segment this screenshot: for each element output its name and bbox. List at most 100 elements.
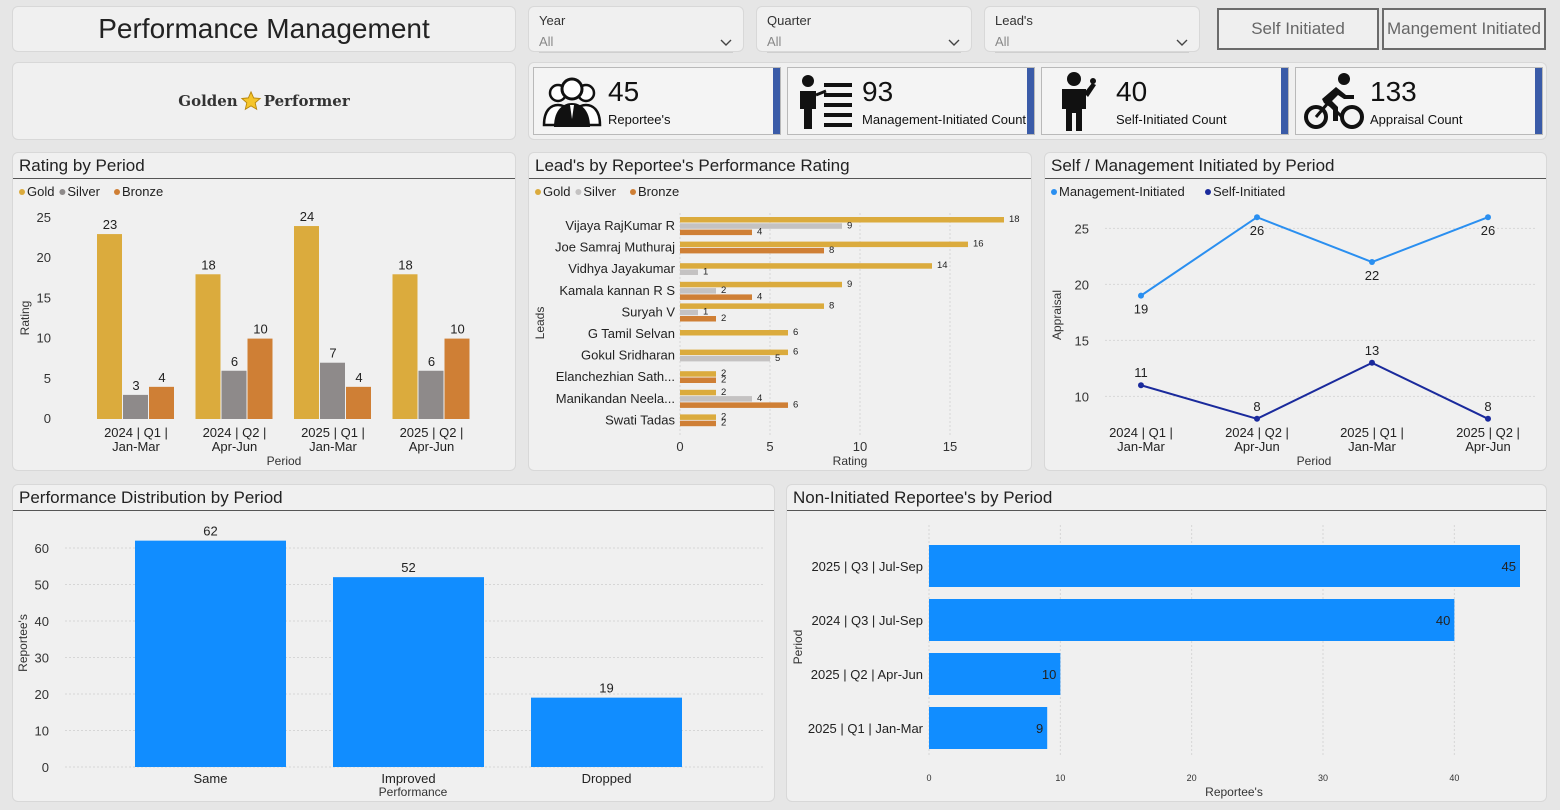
data-label: 18	[201, 257, 215, 272]
y-tick-label: 2024 | Q3 | Jul-Sep	[811, 613, 923, 628]
legend-marker	[575, 189, 582, 195]
initiated-by-period-panel: Self / Management Initiated by Period Ma…	[1044, 152, 1547, 471]
y-tick-label: 15	[1075, 333, 1089, 348]
bar	[680, 371, 716, 377]
chevron-down-icon[interactable]	[719, 35, 733, 49]
leads-filter-value: All	[995, 34, 1010, 49]
kpi-management-initiated-value: 93	[862, 75, 894, 107]
cyclist-icon	[1304, 73, 1364, 129]
data-point	[1254, 214, 1260, 221]
data-label: 26	[1250, 223, 1264, 238]
chevron-down-icon[interactable]	[1175, 35, 1189, 49]
data-label: 19	[599, 681, 613, 696]
year-filter[interactable]: Year All	[528, 6, 744, 53]
quarter-filter[interactable]: Quarter All	[756, 6, 972, 53]
y-tick-label: 25	[1075, 221, 1089, 236]
non-initiated-chart: 0 10 20 30 40 Reportee's Period 45 2025 | Q3 | J…	[791, 525, 1520, 799]
x-tick-label: Apr-Jun	[1234, 439, 1280, 454]
series-line	[1140, 216, 1489, 297]
legend-marker	[630, 189, 636, 195]
kpi-self-initiated-value: 40	[1116, 75, 1148, 107]
team-icon	[542, 77, 602, 127]
data-label: 4	[355, 370, 362, 385]
bar	[929, 653, 1061, 695]
bar	[680, 217, 1004, 223]
data-label: 13	[1365, 343, 1379, 358]
chevron-down-icon[interactable]	[947, 35, 961, 49]
legend-label: Silver	[67, 184, 100, 199]
bar	[680, 288, 716, 294]
leads-filter-label: Lead's	[995, 13, 1033, 28]
x-tick-label: Jan-Mar	[1117, 439, 1165, 454]
bar	[680, 223, 842, 229]
leads-filter[interactable]: Lead's All	[984, 6, 1200, 53]
data-label: 8	[1253, 399, 1260, 414]
bar	[247, 338, 273, 419]
legend-label: Silver	[583, 184, 616, 199]
data-label: 4	[757, 291, 762, 302]
y-tick-label: Vidhya Jayakumar	[568, 261, 675, 276]
y-axis-title: Period	[791, 630, 805, 665]
data-label: 2	[721, 368, 726, 379]
bar	[444, 338, 470, 419]
checklist-icon	[800, 75, 852, 129]
data-label: 40	[1436, 613, 1450, 628]
bar	[680, 420, 716, 427]
self-initiated-button[interactable]: Self Initiated	[1217, 8, 1379, 50]
legend-label: Gold	[27, 184, 54, 199]
x-tick-label: 2024 | Q2 |	[203, 425, 267, 440]
x-tick-label: Same	[194, 771, 228, 786]
bar	[680, 303, 824, 309]
y-tick-label: 25	[37, 210, 51, 225]
leads-rating-panel: Lead's by Reportee's Performance Rating …	[528, 152, 1032, 471]
x-tick-label: 10	[1055, 773, 1065, 783]
management-initiated-button[interactable]: Mangement Initiated	[1382, 8, 1546, 50]
y-axis-title: Reportee's	[16, 614, 30, 672]
kpi-self-initiated: 40 Self-Initiated Count	[1041, 67, 1289, 135]
data-point	[1138, 382, 1144, 389]
data-label: 6	[428, 354, 435, 369]
data-label: 6	[793, 399, 798, 410]
x-tick-label: 2025 | Q1 |	[1340, 425, 1404, 440]
data-point	[1369, 359, 1375, 366]
x-tick-label: 20	[1187, 773, 1197, 783]
x-axis-title: Rating	[833, 454, 868, 468]
initiated-by-period-chart: Management-Initiated Self-Initiated 10 15 20…	[1050, 184, 1535, 468]
data-label: 62	[203, 524, 217, 539]
data-label: 5	[775, 353, 780, 364]
y-tick-label: Manikandan Neela...	[556, 391, 675, 406]
y-tick-label: 20	[1075, 277, 1089, 292]
y-axis-title: Appraisal	[1050, 290, 1064, 340]
x-tick-label: 0	[676, 439, 683, 454]
golden-performer-logo: Golden Performer	[12, 62, 516, 140]
data-label: 18	[398, 257, 412, 272]
year-filter-value: All	[539, 34, 554, 49]
x-tick-label: 2024 | Q2 |	[1225, 425, 1289, 440]
data-label: 2	[721, 411, 726, 422]
bar	[195, 274, 221, 419]
data-label: 4	[757, 227, 762, 238]
x-tick-label: 2024 | Q1 |	[1109, 425, 1173, 440]
distribution-chart-title: Performance Distribution by Period	[19, 488, 283, 507]
kpi-accent-bar	[1281, 68, 1288, 134]
bar	[680, 316, 716, 322]
bar	[929, 545, 1520, 587]
data-label: 2	[721, 313, 726, 324]
bar	[929, 599, 1455, 641]
data-label: 6	[231, 354, 238, 369]
data-label: 11	[1134, 365, 1148, 380]
bar	[680, 263, 932, 269]
bar	[680, 396, 752, 402]
leads-chart-title: Lead's by Reportee's Performance Rating	[535, 156, 850, 175]
bar	[333, 577, 484, 767]
bar	[680, 229, 752, 236]
data-label: 24	[300, 209, 314, 224]
legend-label: Gold	[543, 184, 570, 199]
y-tick-label: 5	[44, 371, 51, 386]
quarter-filter-value: All	[767, 34, 782, 49]
bar	[149, 386, 174, 419]
data-label: 2	[721, 285, 726, 296]
x-tick-label: 15	[943, 439, 957, 454]
kpi-self-initiated-label: Self-Initiated Count	[1116, 111, 1227, 127]
data-point	[1485, 214, 1491, 221]
